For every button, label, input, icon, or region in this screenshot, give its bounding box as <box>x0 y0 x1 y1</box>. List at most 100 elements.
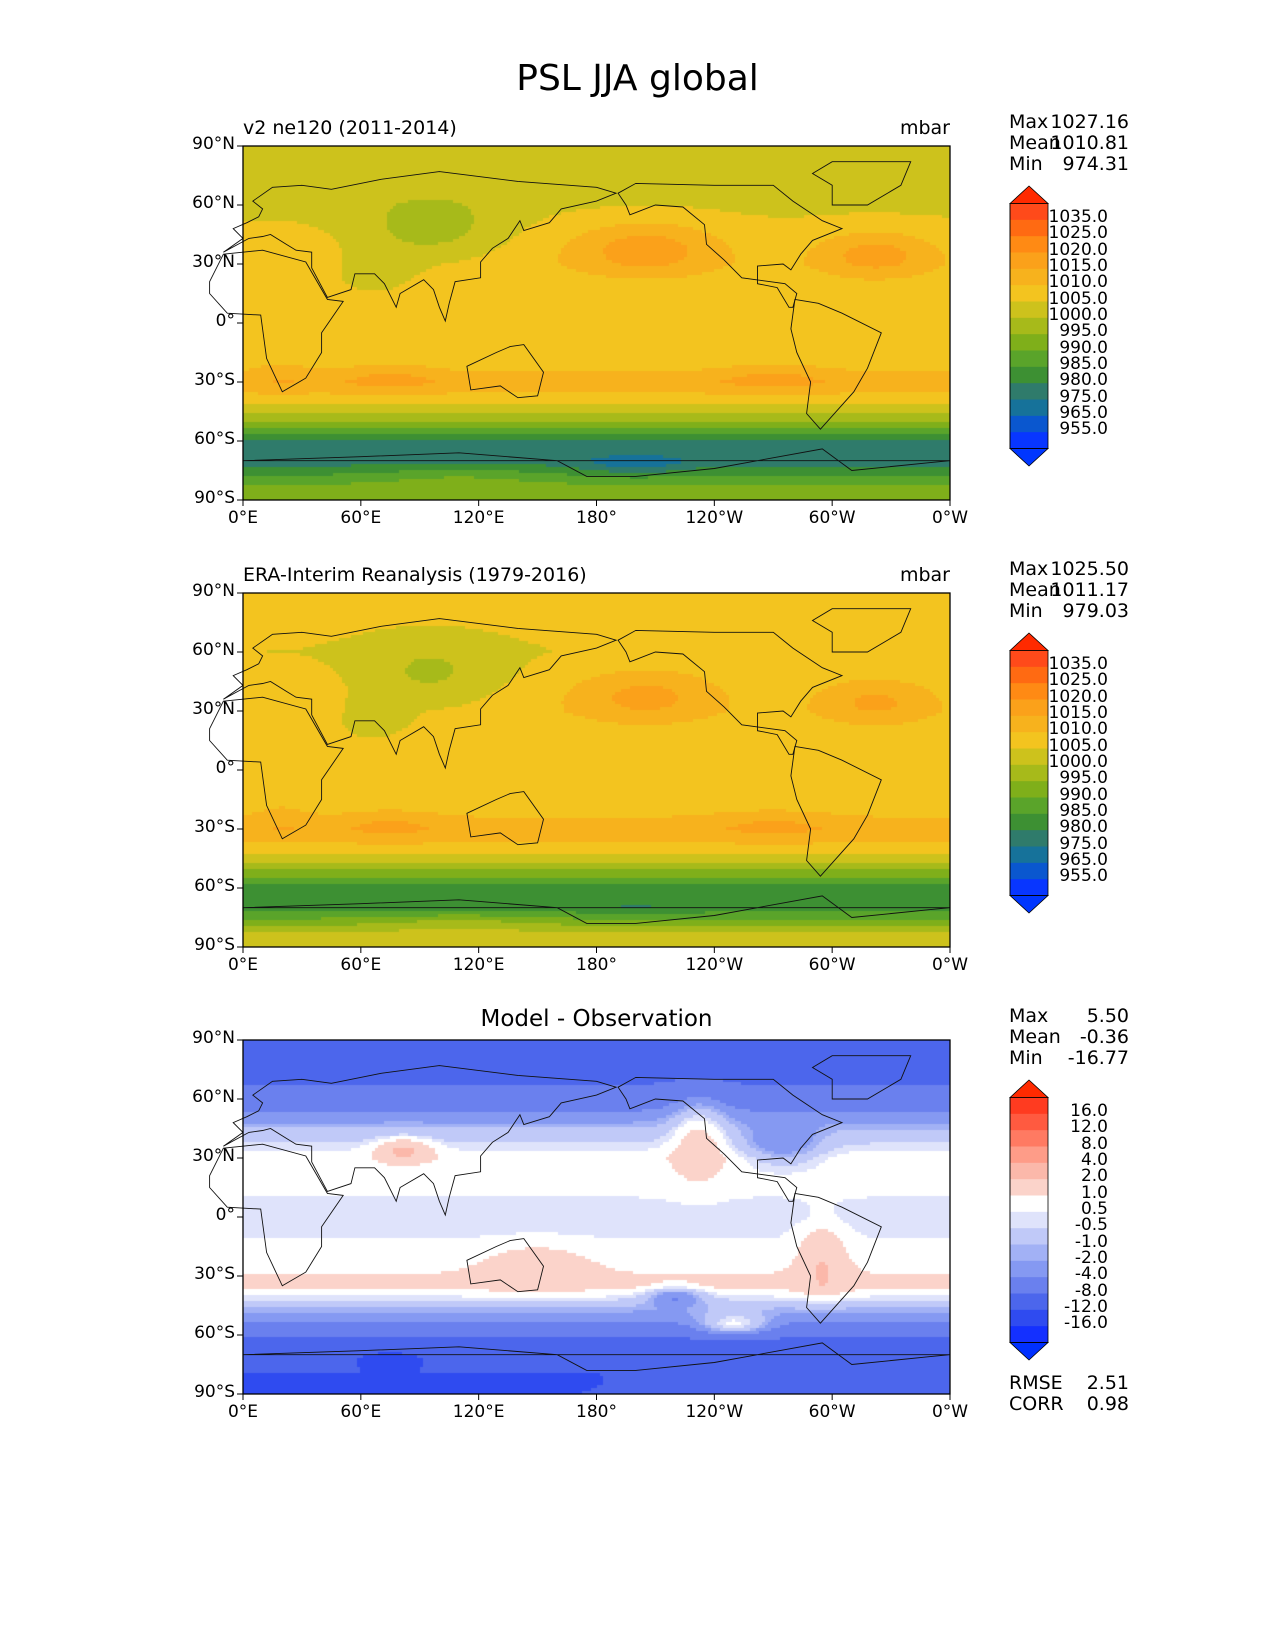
coastlines-2 <box>209 1055 951 1371</box>
colorbar-tick-label: 1000.0 <box>1048 751 1108 772</box>
stat-value-max: 5.50 <box>1086 1005 1129 1027</box>
colorbar-segment <box>1010 650 1048 668</box>
colorbar-tick-label: 1015.0 <box>1048 702 1108 723</box>
lon-tick-label: 60°E <box>340 508 382 528</box>
stat-label-min: Min <box>1009 1047 1043 1069</box>
stat-label-min: Min <box>1009 600 1043 622</box>
colorbar-segment <box>1010 1146 1048 1164</box>
colorbar-tick-label: 1025.0 <box>1048 223 1108 244</box>
coastline-1 <box>223 1065 618 1217</box>
coastline-0 <box>209 1143 344 1287</box>
lat-tick-label: 90°S <box>194 1382 235 1402</box>
lat-tick-label: 60°S <box>194 876 235 896</box>
colorbar-segment <box>1010 1113 1048 1131</box>
colorbar-tick-label: -8.0 <box>1074 1280 1108 1301</box>
lat-tick-label: 60°S <box>194 1323 235 1343</box>
coastline-4 <box>466 344 544 399</box>
stat-label-max: Max <box>1009 1005 1049 1027</box>
colorbar-tick-label: 965.0 <box>1059 849 1108 870</box>
coastline-5 <box>811 608 912 653</box>
colorbar-tick-label: -2.0 <box>1074 1247 1108 1268</box>
colorbar-segment <box>1010 683 1048 700</box>
colorbar-over-arrow <box>1008 632 1050 651</box>
colorbar-segment <box>1010 1195 1048 1213</box>
colorbar-tick-label: 955.0 <box>1059 866 1108 887</box>
lat-tick-label: 90°N <box>192 581 235 601</box>
lon-tick-label: 120°W <box>685 955 744 975</box>
panel-title-center: Model - Observation <box>480 1006 713 1032</box>
colorbar-segment <box>1010 813 1048 831</box>
stat-value-min: 979.03 <box>1062 600 1129 622</box>
colorbar-tick-label: 975.0 <box>1059 386 1108 407</box>
colorbar-frame <box>1009 203 1049 449</box>
stat-label-mean: Mean <box>1009 579 1061 601</box>
coastline-3 <box>790 745 882 877</box>
lon-tick-label: 60°W <box>808 508 856 528</box>
colorbar-tick-label: 985.0 <box>1059 800 1108 821</box>
stat-value-min: -16.77 <box>1067 1047 1129 1069</box>
colorbar-tick-label: 1035.0 <box>1048 653 1108 674</box>
coastline-4 <box>466 791 544 846</box>
colorbar-segment <box>1010 366 1048 384</box>
lon-tick-label: 0°E <box>227 955 259 975</box>
lon-tick-label: 0°E <box>227 1402 259 1422</box>
colorbar-2 <box>1008 1079 1050 1361</box>
colorbar-segment <box>1010 1293 1048 1311</box>
colorbar-segment <box>1010 764 1048 782</box>
colorbar-segment <box>1010 699 1048 717</box>
coastlines-1 <box>209 608 951 924</box>
colorbar-0 <box>1008 185 1050 467</box>
colorbar-segment <box>1010 846 1048 864</box>
colorbar-tick-label: -0.5 <box>1074 1215 1108 1236</box>
stat-label-mean: Mean <box>1009 132 1061 154</box>
colorbar-segment <box>1010 334 1048 351</box>
figure-title: PSL JJA global <box>516 58 759 99</box>
lat-tick-label: 30°N <box>192 1146 235 1166</box>
stat-value-min: 974.31 <box>1062 153 1129 175</box>
metric-label-rmse: RMSE <box>1009 1372 1063 1394</box>
colorbar-segment <box>1010 781 1048 798</box>
map-field-2 <box>243 1040 950 1394</box>
colorbar-tick-label: 8.0 <box>1080 1133 1108 1154</box>
lon-tick-label: 180° <box>576 955 617 975</box>
lon-tick-label: 120°W <box>685 1402 744 1422</box>
colorbar-segment <box>1010 1179 1048 1196</box>
colorbar-tick-label: 1020.0 <box>1048 239 1108 260</box>
colorbar-tick-label: -16.0 <box>1064 1313 1108 1334</box>
lat-tick-label: 60°N <box>192 1087 235 1107</box>
coastline-2 <box>617 1076 844 1202</box>
colorbar-segment <box>1010 797 1048 815</box>
stat-label-mean: Mean <box>1009 1026 1061 1048</box>
colorbar-tick-label: 990.0 <box>1059 784 1108 805</box>
lon-tick-label: 0°W <box>931 1402 969 1422</box>
coastline-3 <box>790 298 882 430</box>
colorbar-segment <box>1010 862 1048 880</box>
lat-tick-label: 0° <box>215 1205 235 1225</box>
colorbar-segment <box>1010 317 1048 335</box>
panel-title-left: ERA-Interim Reanalysis (1979-2016) <box>243 564 587 586</box>
colorbar-tick-label: 2.0 <box>1080 1166 1108 1187</box>
coastline-2 <box>617 629 844 755</box>
lon-tick-label: 0°E <box>227 508 259 528</box>
colorbar-segment <box>1010 301 1048 319</box>
lat-tick-label: 0° <box>215 311 235 331</box>
stat-value-mean: 1011.17 <box>1050 579 1129 601</box>
colorbar-tick-label: 1.0 <box>1080 1182 1108 1203</box>
colorbar-tick-label: 1005.0 <box>1048 735 1108 756</box>
colorbar-segment <box>1010 666 1048 684</box>
colorbar-segment <box>1010 252 1048 270</box>
colorbar-1 <box>1008 632 1050 914</box>
colorbar-segment <box>1010 1097 1048 1115</box>
lon-tick-label: 60°E <box>340 1402 382 1422</box>
lon-tick-label: 60°W <box>808 1402 856 1422</box>
stat-value-max: 1027.16 <box>1050 111 1129 133</box>
colorbar-segment <box>1010 236 1048 253</box>
colorbar-segment <box>1010 268 1048 286</box>
coastline-4 <box>466 1238 544 1293</box>
lat-tick-label: 0° <box>215 758 235 778</box>
colorbar-segment <box>1010 1228 1048 1245</box>
lat-tick-label: 30°S <box>194 1264 235 1284</box>
lat-tick-label: 90°S <box>194 488 235 508</box>
coastline-2 <box>617 182 844 308</box>
panel-units: mbar <box>899 117 950 139</box>
